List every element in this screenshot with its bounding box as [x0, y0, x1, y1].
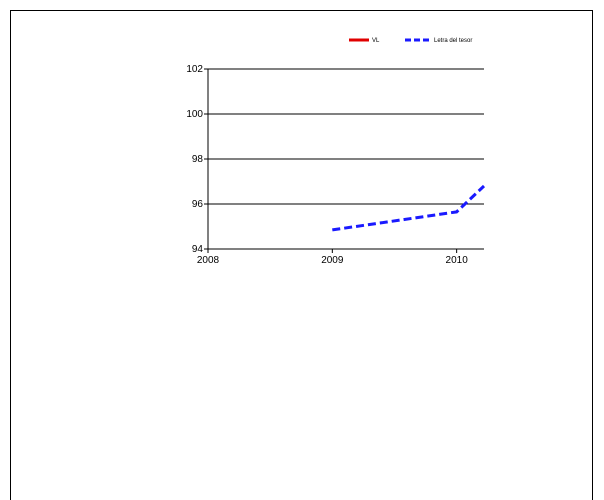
gridlines: [208, 68, 484, 250]
y-tick-label: 98: [192, 154, 204, 165]
x-axis: 2008 2009 2010: [197, 249, 468, 266]
line-chart: 94 96 98 100 102 2008 2009 2010 VL Letra del te…: [186, 38, 486, 266]
y-tick-label: 100: [186, 109, 203, 120]
x-tick-label: 2010: [446, 255, 469, 266]
series-lines: [332, 184, 486, 232]
legend-label: VL: [372, 38, 380, 44]
y-tick-label: 96: [192, 199, 204, 210]
series-line-1: [332, 184, 486, 232]
chart-frame: 94 96 98 100 102 2008 2009 2010 VL Letra del te…: [10, 10, 593, 500]
legend-label: Letra del tesor: [434, 38, 472, 44]
y-tick-label: 102: [186, 64, 203, 75]
y-tick-label: 94: [192, 244, 204, 255]
legend: VL Letra del tesor: [349, 38, 472, 44]
x-tick-label: 2009: [321, 255, 344, 266]
x-tick-label: 2008: [197, 255, 220, 266]
y-axis: 94 96 98 100 102: [186, 64, 209, 255]
